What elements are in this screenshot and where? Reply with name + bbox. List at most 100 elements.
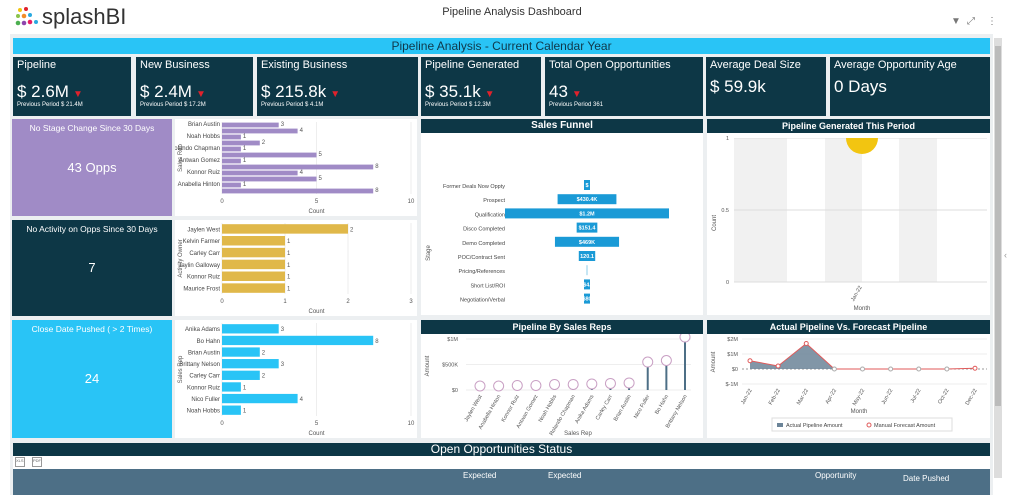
kpi-previous-period: Previous Period $ 4.1M	[261, 102, 324, 108]
kebab-menu-icon[interactable]: ⋮	[987, 16, 997, 27]
trend-down-icon: ▼	[195, 89, 206, 100]
column-header-date-pushed[interactable]: Date Pushed	[903, 474, 950, 483]
y-tick-label: $-1M	[725, 382, 738, 388]
bar-value-label: 1	[243, 182, 247, 188]
funnel-bar	[584, 180, 590, 190]
stage-label: POC/Contract Sent	[458, 255, 506, 261]
legend-label: Actual Pipeline Amount	[786, 423, 843, 429]
forecast-point	[775, 363, 781, 369]
lollipop-head	[586, 378, 598, 390]
x-tick-label: 0	[220, 199, 224, 205]
category-label: Brian Austin	[188, 122, 220, 128]
summary-tile[interactable]: No Activity on Opps Since 30 Days 7	[12, 220, 172, 316]
bar-value-label: 1	[243, 158, 247, 164]
forecast-point	[831, 366, 837, 372]
category-label: Maurice Frost	[183, 286, 220, 292]
kpi-card: New Business $ 2.4M ▼ Previous Period $ 1…	[136, 57, 253, 116]
stage-label: Disco Completed	[463, 227, 505, 233]
kpi-title: Pipeline	[17, 59, 57, 71]
lollipop-head	[549, 378, 561, 390]
x-tick-label: 3	[409, 299, 413, 305]
x-tick-label: Jan-22	[850, 285, 864, 303]
summary-tile[interactable]: Close Date Pushed ( > 2 Times) 24	[12, 320, 172, 438]
x-tick-label: 10	[408, 421, 415, 427]
x-tick-label: Noah Hobbs	[538, 394, 559, 424]
x-axis-label: Month	[851, 409, 868, 415]
y-tick-label: $1M	[447, 337, 458, 343]
expand-icon[interactable]: ⤢	[967, 16, 975, 27]
lollipop-head	[567, 378, 579, 390]
funnel-value-label: $430.4K	[577, 197, 598, 203]
stage-label: Prospect	[483, 198, 505, 204]
funnel-value-label: $469K	[579, 240, 595, 246]
bar-value-label: 8	[375, 188, 379, 194]
bar-value-label: 4	[300, 128, 304, 134]
lollipop-head	[660, 355, 672, 366]
bar-value-label: 1	[287, 286, 291, 292]
tile-title: No Stage Change Since 30 Days	[29, 123, 155, 133]
tile-value: 24	[84, 371, 100, 386]
bar	[222, 405, 241, 415]
bar-value-label: 5	[319, 152, 323, 158]
pipeline-by-reps-panel: Pipeline By Sales Reps $0 $500K $1M Jaylen …	[421, 320, 703, 438]
sales-funnel-panel: Sales Funnel Former Deals Now Oppty $ Pros…	[421, 119, 703, 315]
category-label: Nico Fuller	[191, 397, 220, 403]
bar	[222, 335, 374, 346]
bar-value-label: 5	[319, 176, 323, 182]
table-header: Expected Expected Opportunity Date Pushe…	[13, 469, 990, 495]
y-axis-label: Sales Rep	[178, 143, 184, 171]
x-tick-label: 0	[220, 299, 224, 305]
funnel-value-label: $1.2M	[579, 211, 595, 217]
stage-label: Former Deals Now Oppty	[443, 184, 505, 190]
y-axis-label: Count	[712, 215, 718, 231]
lollipop-head	[493, 380, 505, 392]
xlsx-export-icon[interactable]: XLS	[15, 457, 25, 467]
column-header-expected-2[interactable]: Expected	[548, 471, 582, 480]
kpi-value: $ 35.1k	[425, 82, 481, 101]
category-label: Carley Carr	[189, 251, 220, 257]
bar-value-label: 1	[243, 385, 247, 391]
forecast-point	[803, 341, 809, 346]
bar	[222, 393, 298, 404]
forecast-point	[916, 366, 922, 372]
collapse-panel-chevron-icon[interactable]: ‹	[1004, 250, 1007, 260]
x-tick-label: Jaylen West	[464, 394, 484, 423]
bar-value-label: 1	[287, 239, 291, 245]
no-activity-chart: 0 1 2 3 2 Jaylen West 1 Kelvin Farmer 1 Carley Ca…	[175, 220, 417, 316]
x-tick-label: Apr-22	[825, 388, 838, 405]
bar-value-label: 1	[287, 275, 291, 281]
y-tick-label: $500K	[442, 363, 458, 369]
x-tick-label: Anika Adams	[574, 394, 595, 425]
bar	[222, 152, 317, 158]
funnel-bar	[584, 293, 590, 304]
tile-value: 7	[88, 260, 96, 275]
y-tick-label: $0	[732, 367, 738, 373]
category-label: Antwan Gomez	[179, 158, 220, 164]
category-label: Carley Carr	[189, 374, 220, 380]
bar	[222, 283, 285, 293]
bar	[222, 146, 241, 152]
y-tick-label: $2M	[727, 337, 738, 343]
bar-value-label: 4	[300, 397, 304, 403]
pdf-export-icon[interactable]: PDF	[32, 457, 42, 467]
column-header-expected-1[interactable]: Expected	[463, 471, 497, 480]
logo: splashBI	[14, 4, 126, 30]
forecast-point	[860, 366, 865, 372]
y-tick-label: $0	[452, 388, 458, 394]
summary-tile[interactable]: No Stage Change Since 30 Days 43 Opps	[12, 119, 172, 216]
filter-icon[interactable]: ▼	[951, 16, 961, 27]
column-header-opportunity[interactable]: Opportunity	[815, 471, 857, 480]
export-toolbar: XLS PDF	[13, 456, 990, 469]
x-tick-label: 0	[220, 421, 224, 427]
kpi-card: Average Opportunity Age 0 Days	[830, 57, 990, 116]
vertical-scrollbar[interactable]	[994, 38, 1002, 478]
bar	[222, 382, 241, 392]
bar	[222, 370, 260, 380]
funnel-value-label: $4.	[583, 282, 591, 288]
bar	[222, 140, 260, 146]
y-tick-label: 1	[726, 136, 729, 142]
legend-forecast-icon	[866, 422, 872, 428]
kpi-previous-period: Previous Period $ 21.4M	[17, 102, 83, 108]
lollipop-head	[511, 379, 523, 391]
bar	[222, 128, 298, 134]
